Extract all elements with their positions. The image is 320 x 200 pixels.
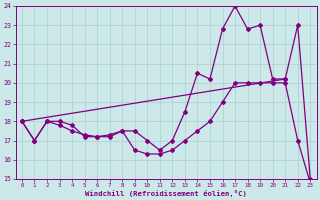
X-axis label: Windchill (Refroidissement éolien,°C): Windchill (Refroidissement éolien,°C) bbox=[85, 190, 247, 197]
